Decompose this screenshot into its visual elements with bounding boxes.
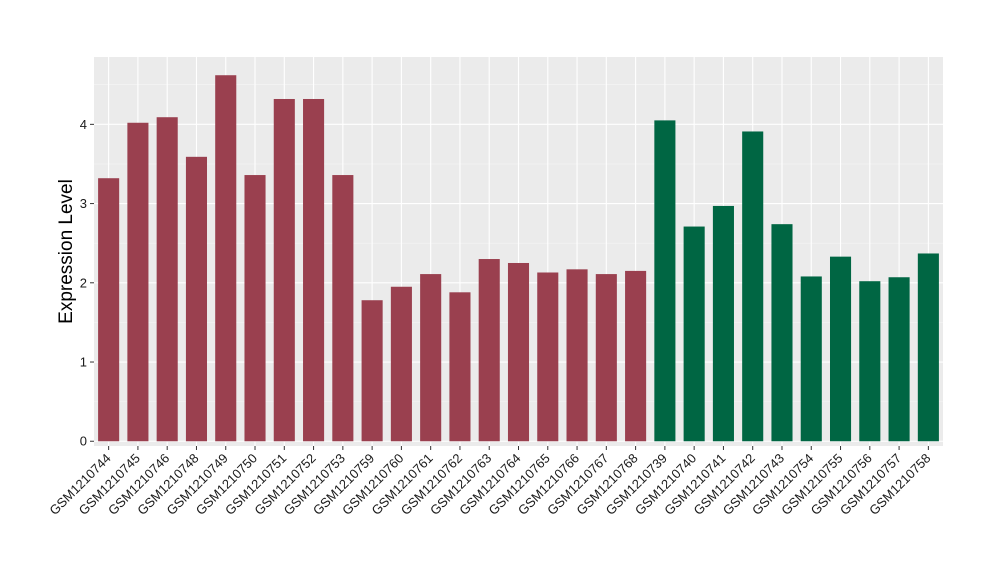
y-tick-label: 2 bbox=[80, 275, 87, 290]
y-tick-label: 1 bbox=[80, 355, 87, 370]
bar-GSM1210756 bbox=[859, 281, 881, 442]
bar-GSM1210758 bbox=[917, 253, 939, 442]
bar-GSM1210767 bbox=[595, 274, 617, 442]
bars bbox=[98, 75, 939, 442]
bar-GSM1210760 bbox=[390, 286, 412, 442]
bar-GSM1210765 bbox=[537, 272, 559, 442]
bar-GSM1210759 bbox=[361, 300, 383, 442]
bar-GSM1210745 bbox=[127, 122, 149, 442]
bar-GSM1210742 bbox=[742, 131, 764, 442]
bar-GSM1210755 bbox=[829, 256, 852, 442]
y-tick-label: 3 bbox=[80, 196, 87, 211]
bar-GSM1210741 bbox=[712, 205, 734, 442]
bar-GSM1210750 bbox=[244, 175, 266, 442]
bar-GSM1210762 bbox=[449, 292, 471, 442]
bar-GSM1210739 bbox=[654, 120, 676, 442]
bar-GSM1210740 bbox=[683, 226, 705, 442]
bar-GSM1210764 bbox=[507, 262, 530, 442]
y-tick-label: 4 bbox=[80, 117, 87, 132]
y-axis-title: Expression Level bbox=[56, 179, 77, 324]
x-axis: GSM1210744GSM1210745GSM1210746GSM1210748… bbox=[46, 446, 933, 518]
bar-GSM1210744 bbox=[98, 178, 120, 442]
bar-GSM1210752 bbox=[303, 98, 325, 442]
bar-GSM1210768 bbox=[625, 270, 647, 442]
bar-GSM1210754 bbox=[800, 276, 822, 442]
bar-GSM1210763 bbox=[478, 259, 500, 442]
bar-GSM1210748 bbox=[185, 156, 208, 442]
y-tick-label: 0 bbox=[80, 434, 87, 449]
y-axis: 0 1 2 3 4 bbox=[80, 117, 94, 449]
bar-GSM1210743 bbox=[771, 224, 793, 442]
bar-GSM1210751 bbox=[273, 98, 295, 442]
bar-GSM1210746 bbox=[156, 117, 178, 442]
bar-GSM1210761 bbox=[420, 274, 442, 442]
bar-GSM1210766 bbox=[566, 269, 588, 442]
bar-GSM1210749 bbox=[215, 75, 237, 442]
bar-GSM1210753 bbox=[332, 175, 354, 442]
bar-GSM1210757 bbox=[888, 277, 910, 442]
